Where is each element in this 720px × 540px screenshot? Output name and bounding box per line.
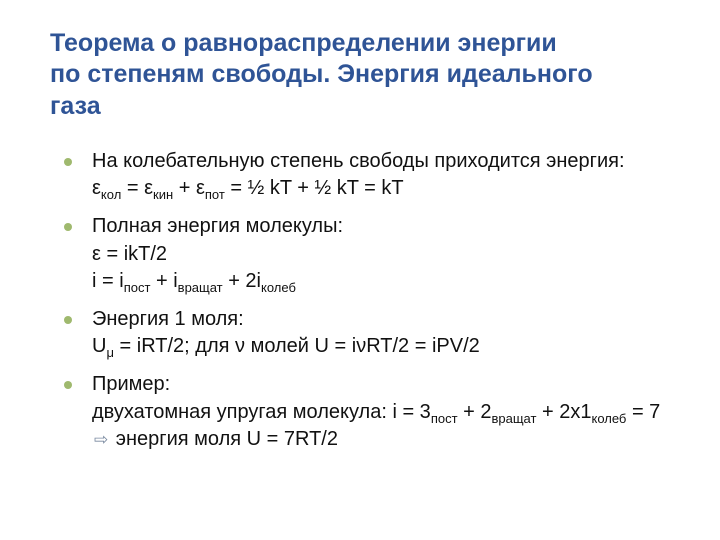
bullet-lead: Полная энергия молекулы: [92,213,670,241]
bullet-lead: Пример: [92,371,670,399]
title-line-3: газа [50,92,101,120]
title-line-1: Теорема о равнораспределении энергии [50,29,557,57]
title-line-2: по степеням свободы. Энергия идеального [50,60,593,88]
slide-title: Теорема о равнораспределении энергии по … [50,28,670,122]
bullet-lead: Энергия 1 моля: [92,306,670,334]
list-item: На колебательную степень свободы приходи… [64,148,670,203]
equation: двухатомная упругая молекула: i = 3пост … [92,399,670,454]
bullet-list: На колебательную степень свободы приходи… [50,148,670,454]
slide: Теорема о равнораспределении энергии по … [0,0,720,540]
list-item: Пример: двухатомная упругая молекула: i … [64,371,670,454]
equation: i = iпост + iвращат + 2iколеб [92,268,670,296]
equation: Uμ = iRT/2; для ν молей U = iνRT/2 = iPV… [92,333,670,361]
equation: ε = ikT/2 [92,241,670,269]
list-item: Энергия 1 моля: Uμ = iRT/2; для ν молей … [64,306,670,361]
list-item: Полная энергия молекулы: ε = ikT/2 i = i… [64,213,670,296]
arrow-icon: ⇨ [92,430,110,449]
bullet-lead: На колебательную степень свободы приходи… [92,148,670,176]
equation: εкол = εкин + εпот = ½ kT + ½ kT = kT [92,175,670,203]
